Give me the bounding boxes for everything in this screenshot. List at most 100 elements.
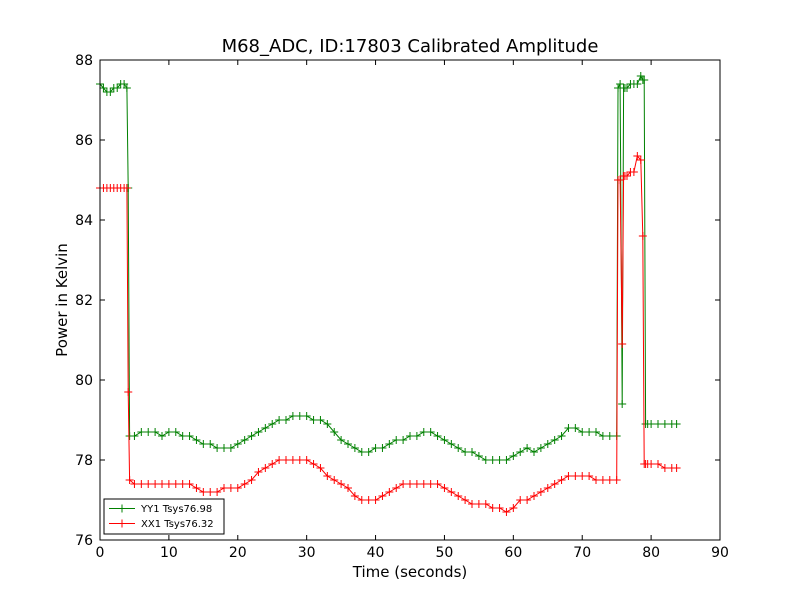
data-point-xx1 <box>185 480 194 488</box>
data-point-xx1 <box>233 484 242 492</box>
legend-label-yy1: YY1 Tsys76.98 <box>140 504 212 515</box>
data-point-yy1 <box>616 80 625 88</box>
data-point-xx1 <box>550 480 559 488</box>
data-point-xx1 <box>440 484 449 492</box>
data-point-yy1 <box>247 432 256 440</box>
data-point-xx1 <box>124 388 133 396</box>
legend-box <box>103 498 225 535</box>
data-point-xx1 <box>247 476 256 484</box>
data-point-yy1 <box>122 84 131 92</box>
data-point-yy1 <box>378 444 387 452</box>
data-point-yy1 <box>495 456 504 464</box>
data-point-yy1 <box>636 72 645 80</box>
data-point-yy1 <box>516 448 525 456</box>
legend: YY1 Tsys76.98 XX1 Tsys76.32 <box>103 498 225 535</box>
data-point-yy1 <box>654 420 662 428</box>
data-point-xx1 <box>474 500 483 508</box>
data-point-xx1 <box>137 480 146 488</box>
data-point-xx1 <box>130 480 139 488</box>
data-point-xx1 <box>523 496 532 504</box>
data-point-yy1 <box>440 436 449 444</box>
data-point-xx1 <box>151 480 160 488</box>
data-point-yy1 <box>323 420 332 428</box>
x-tick-label: 60 <box>504 545 522 561</box>
data-point-yy1 <box>137 428 146 436</box>
data-point-yy1 <box>392 436 401 444</box>
data-point-xx1 <box>412 480 421 488</box>
x-tick-label: 40 <box>367 545 385 561</box>
data-point-xx1 <box>638 232 647 240</box>
x-tick-label: 50 <box>436 545 454 561</box>
data-point-yy1 <box>502 456 511 464</box>
data-point-xx1 <box>344 484 352 492</box>
data-point-yy1 <box>406 432 414 440</box>
data-point-xx1 <box>495 504 504 512</box>
data-point-yy1 <box>426 428 435 436</box>
data-point-yy1 <box>605 432 614 440</box>
data-point-yy1 <box>261 424 270 432</box>
y-tick-label: 76 <box>75 533 93 549</box>
data-point-xx1 <box>213 488 222 496</box>
data-point-xx1 <box>618 340 627 348</box>
data-point-yy1 <box>488 456 497 464</box>
data-point-yy1 <box>302 412 311 420</box>
x-tick-label: 10 <box>160 545 178 561</box>
data-point-xx1 <box>371 496 380 504</box>
data-point-yy1 <box>344 440 352 448</box>
data-point-yy1 <box>113 84 122 92</box>
data-point-xx1 <box>592 476 600 484</box>
data-point-yy1 <box>206 440 215 448</box>
data-point-xx1 <box>350 492 359 500</box>
data-point-xx1 <box>660 464 669 472</box>
data-point-yy1 <box>158 432 166 440</box>
data-point-yy1 <box>640 76 649 84</box>
data-point-xx1 <box>158 480 166 488</box>
data-point-xx1 <box>629 168 638 176</box>
data-point-yy1 <box>178 432 187 440</box>
data-point-xx1 <box>378 492 387 500</box>
data-point-yy1 <box>419 428 428 436</box>
data-point-xx1 <box>323 472 332 480</box>
data-point-yy1 <box>385 440 394 448</box>
data-point-xx1 <box>399 480 408 488</box>
data-point-yy1 <box>543 440 552 448</box>
data-point-yy1 <box>151 428 160 436</box>
data-point-xx1 <box>275 456 284 464</box>
data-point-xx1 <box>220 484 228 492</box>
data-point-xx1 <box>288 456 297 464</box>
data-point-yy1 <box>433 432 442 440</box>
data-point-yy1 <box>564 424 573 432</box>
data-point-xx1 <box>509 504 518 512</box>
data-point-xx1 <box>125 476 134 484</box>
chart-title: M68_ADC, ID:17803 Calibrated Amplitude <box>222 36 599 57</box>
plot-frame <box>99 59 721 541</box>
data-point-yy1 <box>213 444 222 452</box>
data-point-xx1 <box>357 496 366 504</box>
data-point-yy1 <box>647 420 656 428</box>
data-point-xx1 <box>302 456 311 464</box>
data-point-xx1 <box>502 508 511 516</box>
data-point-xx1 <box>543 484 552 492</box>
data-point-yy1 <box>220 444 228 452</box>
data-point-yy1 <box>454 444 463 452</box>
data-point-xx1 <box>192 484 201 492</box>
data-point-yy1 <box>585 428 594 436</box>
data-point-xx1 <box>623 172 631 180</box>
data-point-yy1 <box>275 416 284 424</box>
data-point-yy1 <box>254 428 263 436</box>
data-point-xx1 <box>654 460 662 468</box>
data-point-yy1 <box>672 420 681 428</box>
data-point-xx1 <box>530 492 538 500</box>
data-point-yy1 <box>309 416 318 424</box>
plot-background <box>100 60 720 540</box>
data-point-yy1 <box>578 428 587 436</box>
x-tick-label: 80 <box>642 545 660 561</box>
data-point-yy1 <box>536 444 545 452</box>
data-point-xx1 <box>605 476 614 484</box>
data-point-xx1 <box>672 464 681 472</box>
data-point-xx1 <box>433 480 442 488</box>
data-point-yy1 <box>447 440 456 448</box>
data-point-yy1 <box>164 428 173 436</box>
data-point-xx1 <box>226 484 235 492</box>
